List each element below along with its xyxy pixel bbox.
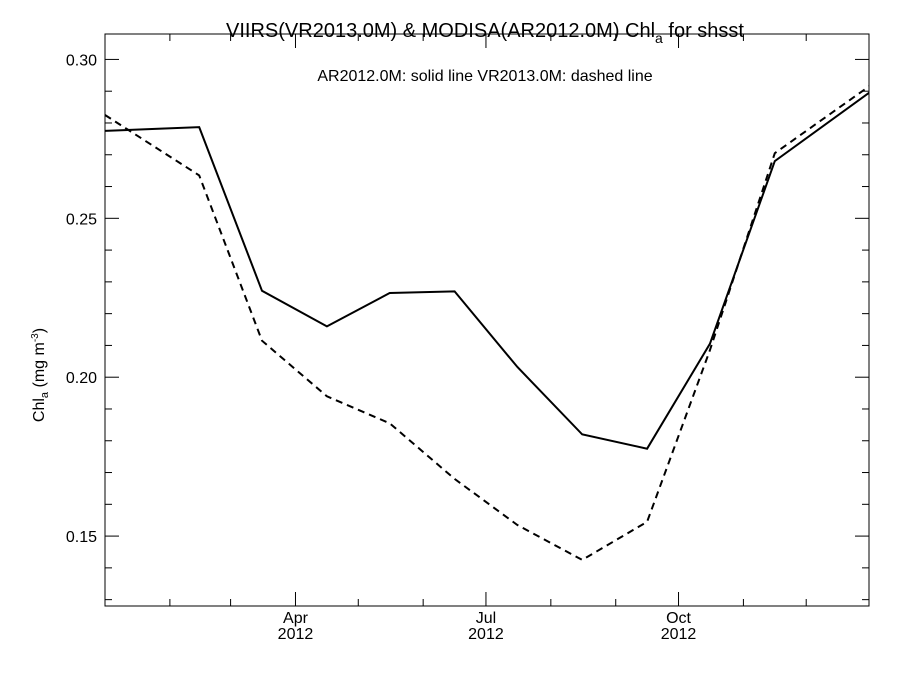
y-tick-label: 0.25 — [66, 211, 97, 228]
y-axis-label-unit-exponent: -3 — [30, 333, 41, 342]
legend-annotation: AR2012.0M: solid line VR2013.0M: dashed … — [317, 68, 652, 85]
x-tick-label: Jul — [476, 610, 496, 627]
plot-frame — [104, 33, 870, 607]
series-line-vr2013-0m — [104, 85, 870, 562]
y-axis-label: Chla (mg m-3) — [30, 328, 51, 422]
series-layer — [104, 85, 870, 562]
axis-ticks — [105, 34, 869, 606]
x-tick-year-label: 2012 — [468, 626, 504, 643]
chart-title-suffix: for shsst — [663, 20, 745, 42]
x-tick-year-label: 2012 — [661, 626, 697, 643]
y-axis-label-unit: (mg m — [31, 342, 48, 392]
x-tick-label: Oct — [666, 610, 691, 627]
chart-title: VIIRS(VR2013.0M) & MODISA(AR2012.0M) Chl… — [226, 20, 744, 46]
y-tick-label: 0.30 — [66, 52, 97, 69]
chart-title-main: VIIRS(VR2013.0M) & MODISA(AR2012.0M) Chl — [226, 20, 655, 42]
y-axis-label-main: Chl — [31, 398, 48, 422]
y-tick-label: 0.15 — [66, 529, 97, 546]
series-line-ar2012-0m — [104, 91, 870, 450]
x-tick-label: Apr — [283, 610, 309, 627]
y-tick-label: 0.20 — [66, 370, 97, 387]
chart-title-subscript: a — [655, 30, 663, 46]
y-axis-label-subscript: a — [39, 391, 51, 398]
y-axis-label-unit-close: ) — [31, 328, 48, 333]
x-tick-year-label: 2012 — [278, 626, 314, 643]
